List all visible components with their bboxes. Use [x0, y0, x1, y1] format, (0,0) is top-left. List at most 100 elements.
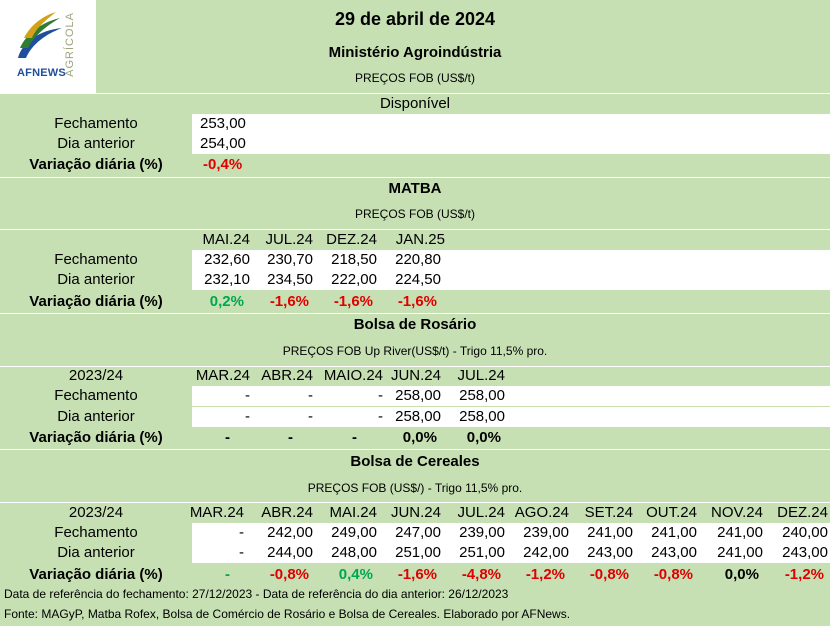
table-row-bg	[192, 250, 830, 270]
cereales-variacao-cell: -1,2%	[784, 566, 824, 583]
rosario-fechamento-cell: 258,00	[395, 387, 441, 404]
cereales-columns-cell: JUN.24	[390, 504, 441, 521]
cereales-dia-anterior-cell: 244,00	[267, 544, 313, 561]
cereales-columns-cell: AGO.24	[514, 504, 569, 521]
matba-columns-cell: MAI.24	[202, 231, 250, 248]
rosario-variacao-cell: -	[288, 429, 293, 446]
cereales-columns-cell: MAR.24	[189, 504, 244, 521]
cereales-variacao-cell: -1,2%	[525, 566, 565, 583]
cereales-title: Bolsa de Cereales	[350, 453, 480, 470]
row-label-dia-anterior: Dia anterior	[57, 135, 135, 152]
divider	[0, 229, 830, 230]
divider	[0, 502, 830, 503]
row-label-variacao: Variação diária (%)	[29, 156, 163, 173]
divider	[0, 366, 830, 367]
cereales-variacao-cell: -0,8%	[269, 566, 309, 583]
divider	[0, 449, 830, 450]
cereales-subtitle: PREÇOS FOB (US$/) - Trigo 11,5% pro.	[307, 481, 523, 495]
matba-fechamento-cell: 230,70	[267, 251, 313, 268]
cereales-fechamento-cell: 239,00	[523, 524, 569, 541]
cereales-fechamento-cell: 240,00	[782, 524, 828, 541]
row-label-dia-anterior: Dia anterior	[57, 408, 135, 425]
table-row-bg	[192, 270, 830, 290]
afnews-leaf-icon	[18, 12, 62, 58]
matba-dia-anterior-cell: 234,50	[267, 271, 313, 288]
rosario-columns-cell: MAIO.24	[323, 367, 383, 384]
matba-columns-cell: JAN.25	[395, 231, 445, 248]
cereales-dia-anterior-cell: 242,00	[523, 544, 569, 561]
cereales-dia-anterior-cell: 243,00	[782, 544, 828, 561]
matba-fechamento-cell: 232,60	[204, 251, 250, 268]
matba-subtitle: PREÇOS FOB (US$/t)	[354, 207, 476, 221]
cereales-dia-anterior-cell: 251,00	[459, 544, 505, 561]
ministerio-subtitle: PREÇOS FOB (US$/t)	[354, 71, 476, 85]
table-row-bg	[192, 407, 830, 427]
row-label-dia-anterior: Dia anterior	[57, 271, 135, 288]
cereales-columns-cell: OUT.24	[646, 504, 697, 521]
logo-text: AFNEWS	[17, 67, 66, 79]
matba-fechamento-cell: 220,80	[395, 251, 441, 268]
cereales-year: 2023/24	[68, 504, 124, 521]
cereales-dia-anterior-cell: 243,00	[651, 544, 697, 561]
row-label-variacao: Variação diária (%)	[29, 293, 163, 310]
ministerio-variacao: -0,4%	[203, 156, 243, 173]
cereales-variacao-cell: -0,8%	[589, 566, 629, 583]
row-label-fechamento: Fechamento	[54, 524, 138, 541]
cereales-dia-anterior-cell: 248,00	[331, 544, 377, 561]
cereales-columns-cell: ABR.24	[261, 504, 313, 521]
cereales-columns-cell: JUL.24	[457, 504, 505, 521]
cereales-dia-anterior-cell: 251,00	[395, 544, 441, 561]
matba-variacao-cell: -1,6%	[333, 293, 373, 310]
cereales-variacao-cell: -1,6%	[397, 566, 437, 583]
cereales-variacao-cell: -0,8%	[653, 566, 693, 583]
matba-dia-anterior-cell: 222,00	[331, 271, 377, 288]
cereales-variacao-cell: 0,0%	[724, 566, 759, 583]
cereales-columns-cell: DEZ.24	[777, 504, 828, 521]
row-label-fechamento: Fechamento	[54, 115, 138, 132]
matba-fechamento-cell: 218,50	[331, 251, 377, 268]
divider	[0, 93, 830, 94]
cereales-fechamento-cell: 249,00	[331, 524, 377, 541]
rosario-fechamento-cell: -	[245, 387, 250, 404]
cereales-variacao-cell: 0,4%	[338, 566, 373, 583]
ministerio-fechamento: 253,00	[200, 115, 246, 132]
cereales-variacao-cell: -4,8%	[461, 566, 501, 583]
rosario-dia-anterior-cell: -	[308, 408, 313, 425]
ministerio-title: Ministério Agroindústria	[328, 44, 502, 61]
rosario-fechamento-cell: 258,00	[459, 387, 505, 404]
row-label-fechamento: Fechamento	[54, 387, 138, 404]
table-row-bg	[192, 114, 830, 134]
rosario-dia-anterior-cell: -	[378, 408, 383, 425]
cereales-fechamento-cell: 241,00	[717, 524, 763, 541]
rosario-columns-cell: JUN.24	[390, 367, 441, 384]
cereales-dia-anterior-cell: -	[239, 544, 244, 561]
row-label-dia-anterior: Dia anterior	[57, 544, 135, 561]
matba-dia-anterior-cell: 232,10	[204, 271, 250, 288]
cereales-fechamento-cell: -	[239, 524, 244, 541]
rosario-variacao-cell: -	[352, 429, 357, 446]
matba-variacao-cell: 0,2%	[209, 293, 244, 310]
cereales-columns-cell: SET.24	[584, 504, 633, 521]
matba-dia-anterior-cell: 224,50	[395, 271, 441, 288]
cereales-fechamento-cell: 239,00	[459, 524, 505, 541]
rosario-dia-anterior-cell: 258,00	[459, 408, 505, 425]
cereales-columns-cell: MAI.24	[329, 504, 377, 521]
cereales-fechamento-cell: 241,00	[587, 524, 633, 541]
rosario-year: 2023/24	[68, 367, 124, 384]
matba-title: MATBA	[388, 180, 442, 197]
cereales-columns-cell: NOV.24	[711, 504, 763, 521]
rosario-fechamento-cell: -	[308, 387, 313, 404]
cereales-dia-anterior-cell: 243,00	[587, 544, 633, 561]
rosario-fechamento-cell: -	[378, 387, 383, 404]
rosario-dia-anterior-cell: 258,00	[395, 408, 441, 425]
cereales-fechamento-cell: 242,00	[267, 524, 313, 541]
table-row-bg	[192, 543, 830, 563]
rosario-subtitle: PREÇOS FOB Up River(US$/t) - Trigo 11,5%…	[282, 344, 548, 358]
ministerio-dia-anterior: 254,00	[200, 135, 246, 152]
row-label-variacao: Variação diária (%)	[29, 429, 163, 446]
cereales-fechamento-cell: 241,00	[651, 524, 697, 541]
rosario-columns-cell: ABR.24	[261, 367, 313, 384]
rosario-dia-anterior-cell: -	[245, 408, 250, 425]
row-label-fechamento: Fechamento	[54, 251, 138, 268]
divider	[0, 177, 830, 178]
